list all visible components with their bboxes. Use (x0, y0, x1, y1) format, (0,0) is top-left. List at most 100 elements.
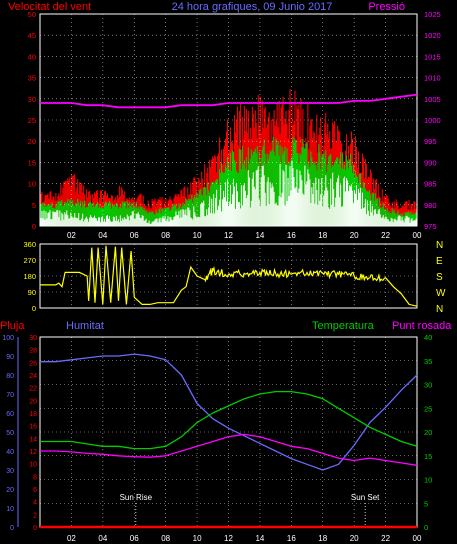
humidity-y-tick-label: 30 (6, 468, 14, 475)
wind-x-tick-label: 22 (381, 231, 390, 240)
weather-x-tick-label: 02 (67, 534, 76, 543)
rain-y-tick-label: 28 (29, 348, 37, 355)
rain-y-tick-label: 12 (29, 449, 37, 456)
rain-y-tick-label: 4 (33, 500, 37, 507)
wind-y-tick-label: 45 (28, 31, 36, 40)
compass-label: E (436, 256, 443, 267)
rain-y-tick-label: 8 (33, 474, 37, 481)
pressure-y-tick-label: 1025 (424, 10, 441, 19)
sunrise-label: Sun Rise (120, 493, 153, 502)
rain-y-tick-label: 14 (29, 436, 37, 443)
temperature-y-tick-label: 25 (424, 404, 432, 413)
wind-x-tick-label: 08 (161, 231, 170, 240)
rain-y-tick-label: 30 (29, 335, 37, 342)
wind-y-tick-label: 20 (28, 137, 36, 146)
humidity-y-tick-label: 80 (6, 373, 14, 380)
weather-x-tick-label: 06 (130, 534, 139, 543)
rain-y-tick-label: 2 (33, 512, 37, 519)
weather-x-tick-label: 16 (287, 534, 296, 543)
pressure-y-tick-label: 975 (424, 222, 437, 231)
compass-label: N (436, 240, 443, 251)
weather-x-tick-label: 18 (318, 534, 327, 543)
temperature-y-tick-label: 40 (424, 333, 432, 342)
rain-y-tick-label: 6 (33, 487, 37, 494)
pressure-y-tick-label: 985 (424, 180, 437, 189)
pressure-y-tick-label: 1005 (424, 95, 441, 104)
temperature-y-tick-label: 5 (424, 499, 428, 508)
weather-x-tick-label: 10 (193, 534, 202, 543)
temperature-y-tick-label: 0 (424, 523, 428, 532)
humidity-y-tick-label: 40 (6, 449, 14, 456)
wind-x-tick-label: 00 (413, 231, 422, 240)
rain-y-tick-label: 26 (29, 360, 37, 367)
compass-label: W (436, 288, 446, 299)
wind-speed-title: Velocitat del vent (8, 1, 91, 13)
humidity-y-tick-label: 90 (6, 354, 14, 361)
temperature-y-tick-label: 10 (424, 476, 432, 485)
wind-direction-line (40, 245, 418, 307)
temperature-y-tick-label: 30 (424, 381, 432, 390)
weather-x-tick-label: 04 (98, 534, 107, 543)
wind-x-tick-label: 02 (67, 231, 76, 240)
pressure-y-tick-label: 995 (424, 137, 437, 146)
chart-date-title: 24 hora grafiques, 09 Junio 2017 (172, 1, 333, 13)
wind-y-tick-label: 15 (28, 158, 36, 167)
direction-y-tick-label: 360 (23, 240, 36, 249)
wind-y-tick-label: 0 (32, 222, 36, 231)
wind-pressure-panel: 0510152025303540455097598098599099510001… (28, 10, 441, 240)
weather-panel: 0246810121416182022242628300102030405060… (2, 333, 432, 543)
wind-x-tick-label: 18 (318, 231, 327, 240)
temperature-y-tick-label: 20 (424, 428, 432, 437)
humidity-y-tick-label: 10 (6, 506, 14, 513)
compass-label: S (436, 272, 443, 283)
humidity-y-tick-label: 20 (6, 487, 14, 494)
wind-x-tick-label: 12 (224, 231, 233, 240)
wind-y-tick-label: 35 (28, 74, 36, 83)
dewpoint-line (40, 433, 418, 466)
pressure-y-tick-label: 1010 (424, 74, 441, 83)
pressure-y-tick-label: 990 (424, 158, 437, 167)
temperature-y-tick-label: 15 (424, 452, 432, 461)
direction-frame (39, 243, 418, 309)
pressure-y-tick-label: 980 (424, 201, 437, 210)
rain-y-tick-label: 20 (29, 398, 37, 405)
wind-x-tick-label: 06 (130, 231, 139, 240)
sunset-label: Sun Set (351, 493, 380, 502)
direction-y-tick-label: 270 (23, 256, 36, 265)
humidity-y-tick-label: 0 (10, 525, 14, 532)
weather-x-tick-label: 14 (255, 534, 264, 543)
rain-y-tick-label: 22 (29, 386, 37, 393)
temperature-line (40, 390, 418, 450)
temperature-y-tick-label: 35 (424, 357, 432, 366)
humidity-y-tick-label: 50 (6, 430, 14, 437)
humidity-y-tick-label: 60 (6, 411, 14, 418)
temperature-label: Temperatura (312, 320, 375, 332)
pressure-title: Pressió (368, 1, 405, 13)
direction-y-tick-label: 0 (32, 304, 36, 313)
compass-label: N (436, 304, 443, 315)
wind-y-tick-label: 50 (28, 10, 36, 19)
pressure-line (40, 93, 418, 109)
wind-x-tick-label: 04 (98, 231, 107, 240)
rain-y-tick-label: 0 (33, 525, 37, 532)
dewpoint-label: Punt rosada (392, 320, 452, 332)
rain-y-tick-label: 24 (29, 373, 37, 380)
humidity-label: Humitat (66, 320, 104, 332)
wind-x-tick-label: 16 (287, 231, 296, 240)
direction-y-tick-label: 90 (28, 288, 36, 297)
wind-y-tick-label: 5 (32, 201, 36, 210)
wind-x-tick-label: 20 (350, 231, 359, 240)
wind-x-tick-label: 14 (255, 231, 264, 240)
weather-x-tick-label: 22 (381, 534, 390, 543)
rain-y-tick-label: 10 (29, 462, 37, 469)
pressure-y-tick-label: 1015 (424, 52, 441, 61)
wind-y-tick-label: 25 (28, 116, 36, 125)
weather-x-tick-label: 00 (413, 534, 422, 543)
wind-frame (39, 13, 418, 227)
weather-x-tick-label: 08 (161, 534, 170, 543)
wind-y-tick-label: 30 (28, 95, 36, 104)
weather-x-tick-label: 12 (224, 534, 233, 543)
humidity-y-tick-label: 70 (6, 392, 14, 399)
wind-y-tick-label: 10 (28, 180, 36, 189)
